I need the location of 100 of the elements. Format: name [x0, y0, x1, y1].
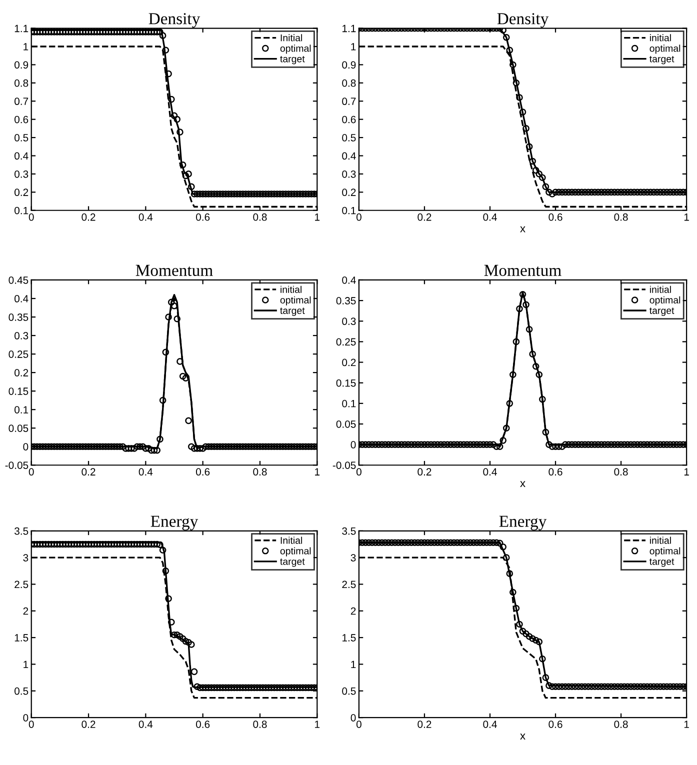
y-tick-label: 0.5	[342, 687, 356, 695]
y-tick-label: 0.6	[342, 116, 356, 124]
y-tick-label: 0.1	[14, 206, 28, 214]
y-tick-label: 3	[23, 554, 28, 562]
x-tick-label: 0	[28, 720, 34, 728]
chart-title: Density	[148, 13, 200, 28]
y-tick-label: 1.5	[14, 634, 28, 642]
x-tick-label: 0.8	[253, 468, 267, 476]
y-tick-label: 1	[24, 43, 28, 50]
x-tick-label: 0	[356, 720, 362, 728]
y-tick-label: 1	[24, 660, 28, 668]
y-tick-label: 0.3	[14, 170, 28, 178]
y-tick-label: -0.05	[5, 462, 28, 469]
y-tick-label: 0.7	[14, 98, 28, 106]
y-tick-label: 0.15	[8, 388, 28, 395]
y-tick-label: 0.3	[342, 170, 356, 178]
y-tick-label: 0.2	[342, 188, 356, 196]
y-tick-label: 0.9	[342, 61, 356, 69]
x-tick-label: 1	[684, 214, 689, 221]
chart-title: Momentum	[136, 264, 213, 276]
x-tick-label: 0.4	[138, 468, 153, 476]
chart-title: Energy	[499, 516, 547, 530]
y-tick-label: 1	[351, 43, 356, 50]
x-tick-label: 1	[315, 468, 320, 476]
y-tick-label: 0.5	[342, 134, 356, 142]
legend-label: optimal	[280, 44, 311, 54]
y-tick-label: 1	[351, 660, 356, 668]
x-tick-label: 0.6	[548, 468, 562, 476]
y-tick-label: 0.25	[336, 338, 356, 346]
y-tick-label: 0.1	[342, 400, 356, 408]
y-tick-label: 0.9	[14, 61, 28, 69]
x-tick-label: 1	[684, 720, 689, 728]
y-tick-label: 2.5	[342, 580, 356, 588]
legend-label: target	[280, 558, 305, 567]
y-tick-label: 0.25	[8, 350, 28, 358]
x-tick-label: 0.4	[483, 720, 497, 728]
x-tick-label: 0.8	[253, 213, 267, 221]
x-tick-label: 0.2	[418, 213, 432, 221]
legend-label: initial	[650, 34, 671, 42]
x-tick-label: 0	[28, 468, 34, 476]
legend-label: initial	[280, 286, 302, 293]
y-tick-label: 2.5	[14, 580, 28, 588]
y-tick-label: 0.8	[342, 79, 356, 87]
x-tick-label: 1	[315, 720, 320, 728]
y-tick-label: 0.35	[8, 314, 28, 321]
x-tick-label: 0.2	[82, 213, 96, 221]
y-tick-label: 0	[350, 441, 356, 448]
x-tick-label: 0.4	[483, 213, 497, 221]
chart-title: Momentum	[484, 264, 562, 276]
x-tick-label: 1	[684, 468, 689, 476]
legend-label: target	[280, 308, 305, 316]
legend-label: optimal	[280, 547, 311, 556]
legend-label: optimal	[280, 296, 311, 306]
y-tick-label: 3	[350, 554, 356, 562]
x-tick-label: 0.8	[253, 720, 267, 728]
y-tick-label: 1.5	[342, 634, 356, 642]
y-tick-label: 0.5	[14, 687, 28, 695]
y-tick-label: 0.4	[342, 276, 356, 284]
x-tick-label: 0.8	[614, 468, 628, 476]
legend-label: optimal	[650, 296, 680, 306]
y-tick-label: 0.4	[342, 152, 356, 160]
y-tick-label: 0.3	[342, 318, 356, 326]
chart-title: Density	[497, 13, 549, 28]
x-tick-label: 0.2	[418, 720, 432, 728]
y-tick-label: -0.05	[332, 462, 356, 469]
legend-label: target	[650, 558, 674, 567]
legend-label: initial	[650, 286, 671, 293]
y-tick-label: 3.5	[342, 527, 356, 535]
y-tick-label: 0.6	[14, 116, 28, 124]
chart-title: Energy	[150, 516, 198, 530]
x-tick-label: 0.8	[614, 213, 628, 221]
x-tick-label: 0.4	[138, 720, 153, 728]
y-tick-label: 0.4	[14, 152, 28, 160]
x-tick-label: 0.4	[138, 213, 153, 221]
legend-label: Initial	[280, 34, 302, 42]
x-tick-label: 0.6	[196, 468, 210, 476]
x-tick-label: 0.2	[82, 468, 96, 476]
x-tick-label: 0	[28, 213, 34, 221]
legend-label: target	[280, 56, 305, 64]
y-tick-label: 0.2	[14, 369, 28, 376]
y-tick-label: 0.45	[8, 276, 28, 284]
x-tick-label: 1	[315, 214, 320, 221]
y-tick-label: 2	[350, 607, 356, 615]
y-tick-label: 0	[23, 443, 28, 450]
legend-label: target	[650, 308, 674, 316]
x-tick-label: 0	[356, 213, 362, 221]
y-tick-label: 0.5	[14, 134, 28, 142]
x-tick-label: 0.8	[614, 720, 628, 728]
y-tick-label: 2	[23, 607, 28, 615]
y-tick-label: 1.1	[14, 24, 28, 32]
legend-label: optimal	[650, 44, 680, 54]
y-tick-label: 3.5	[14, 527, 28, 535]
y-tick-label: 0.7	[342, 98, 356, 106]
x-axis-title: x	[520, 481, 526, 488]
x-tick-label: 0.6	[196, 720, 210, 728]
y-tick-label: 1.1	[342, 24, 356, 32]
x-tick-label: 0	[356, 468, 362, 476]
x-tick-label: 0.2	[82, 720, 96, 728]
x-tick-label: 0.6	[196, 213, 210, 221]
y-tick-label: 0.4	[14, 295, 28, 302]
